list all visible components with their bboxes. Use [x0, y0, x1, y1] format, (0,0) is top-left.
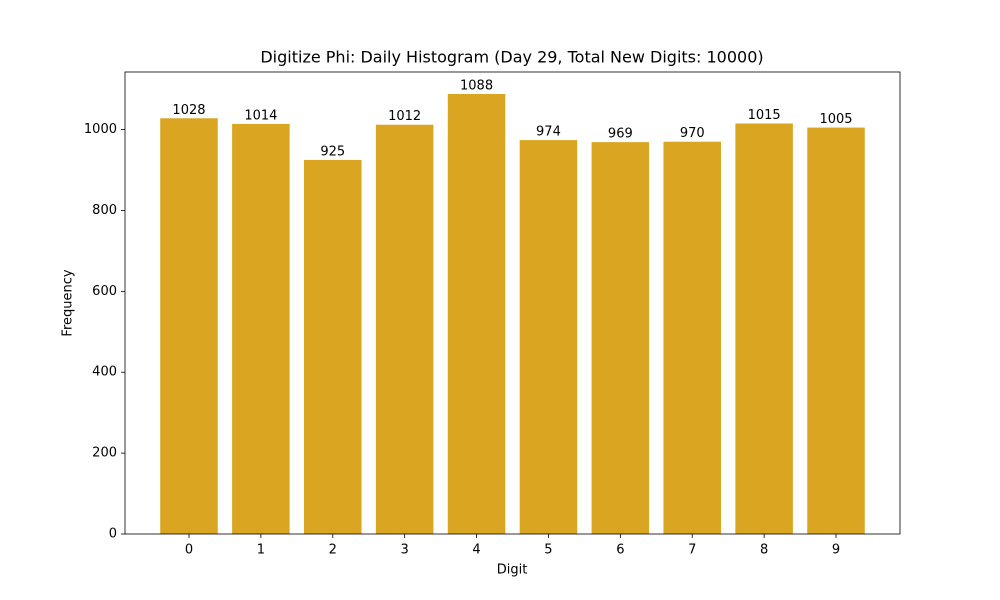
bar — [807, 127, 865, 535]
y-tick-label: 200 — [92, 446, 117, 461]
x-tick-label: 9 — [832, 543, 840, 558]
bar — [519, 140, 578, 534]
data-label: 1028 — [172, 103, 205, 118]
data-label: 1088 — [460, 79, 493, 94]
y-tick-label: 400 — [92, 365, 117, 380]
x-tick-label: 6 — [616, 543, 624, 558]
x-tick-label: 8 — [760, 543, 768, 558]
x-axis-label: Digit — [497, 563, 528, 578]
x-tick-label: 4 — [472, 543, 480, 558]
data-label: 974 — [536, 125, 561, 140]
x-tick-label: 2 — [329, 543, 337, 558]
bar — [304, 159, 362, 534]
y-tick-label: 800 — [92, 203, 117, 218]
x-tick-label: 7 — [688, 543, 696, 558]
plot-frame — [124, 71, 901, 535]
bar — [375, 124, 434, 534]
data-label: 1012 — [388, 109, 421, 124]
bar — [447, 94, 506, 534]
bar — [232, 123, 290, 535]
bar — [735, 123, 793, 534]
data-label: 1015 — [748, 108, 781, 123]
x-tick-label: 0 — [185, 543, 193, 558]
data-label: 925 — [320, 144, 345, 159]
y-axis-label: Frequency — [61, 269, 76, 336]
x-tick-label: 5 — [544, 543, 552, 558]
chart-title: Digitize Phi: Daily Histogram (Day 29, T… — [260, 48, 763, 67]
data-label: 1014 — [244, 108, 277, 123]
x-tick-label: 3 — [401, 543, 409, 558]
bar — [160, 118, 218, 534]
y-tick-label: 600 — [92, 284, 117, 299]
data-label: 969 — [608, 127, 633, 142]
y-tick-label: 0 — [109, 527, 117, 542]
y-tick-label: 1000 — [84, 122, 117, 137]
bar — [663, 141, 721, 534]
x-tick-label: 1 — [257, 543, 265, 558]
data-label: 1005 — [819, 112, 852, 127]
bar — [591, 142, 650, 534]
data-label: 970 — [680, 126, 705, 141]
